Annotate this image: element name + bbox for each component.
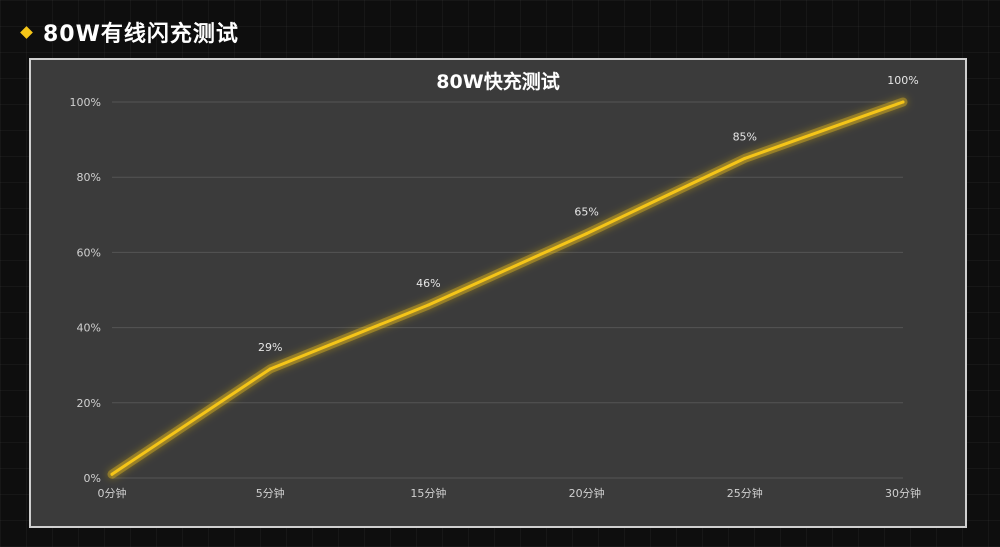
data-label: 46%: [416, 277, 440, 290]
series-line-group: [107, 97, 908, 479]
data-label: 100%: [887, 74, 918, 87]
y-tick-label: 0%: [84, 472, 101, 485]
x-tick-label: 20分钟: [569, 486, 605, 500]
series-line: [110, 100, 905, 476]
x-tick-label: 25分钟: [727, 486, 763, 500]
data-point: [426, 303, 430, 307]
y-tick-label: 100%: [70, 96, 101, 109]
data-labels: 29% 46% 65% 85% 100%: [258, 74, 919, 354]
x-axis-ticks: 0分钟 5分钟 15分钟 20分钟 25分钟 30分钟: [98, 486, 922, 500]
data-point: [268, 367, 272, 371]
y-tick-label: 20%: [77, 397, 101, 410]
grid-lines: [112, 101, 903, 479]
data-label: 29%: [258, 341, 282, 354]
y-axis-ticks: 0% 20% 40% 60% 80% 100%: [70, 96, 101, 485]
x-tick-label: 15分钟: [410, 486, 446, 500]
data-label: 85%: [733, 130, 757, 143]
x-tick-label: 30分钟: [885, 486, 921, 500]
data-point: [110, 472, 114, 476]
section-header: 80W有线闪充测试: [20, 14, 239, 50]
x-tick-label: 0分钟: [98, 486, 127, 500]
series-line-glow: [107, 97, 908, 479]
data-point: [901, 100, 905, 104]
y-tick-label: 40%: [77, 322, 101, 335]
y-tick-label: 60%: [77, 246, 101, 259]
data-point: [743, 156, 747, 160]
x-tick-label: 5分钟: [256, 486, 285, 500]
section-title: 80W有线闪充测试: [43, 22, 239, 47]
data-label: 65%: [574, 206, 598, 219]
chart-title: 80W快充测试: [436, 70, 559, 93]
data-point: [585, 232, 589, 236]
y-tick-label: 80%: [77, 171, 101, 184]
